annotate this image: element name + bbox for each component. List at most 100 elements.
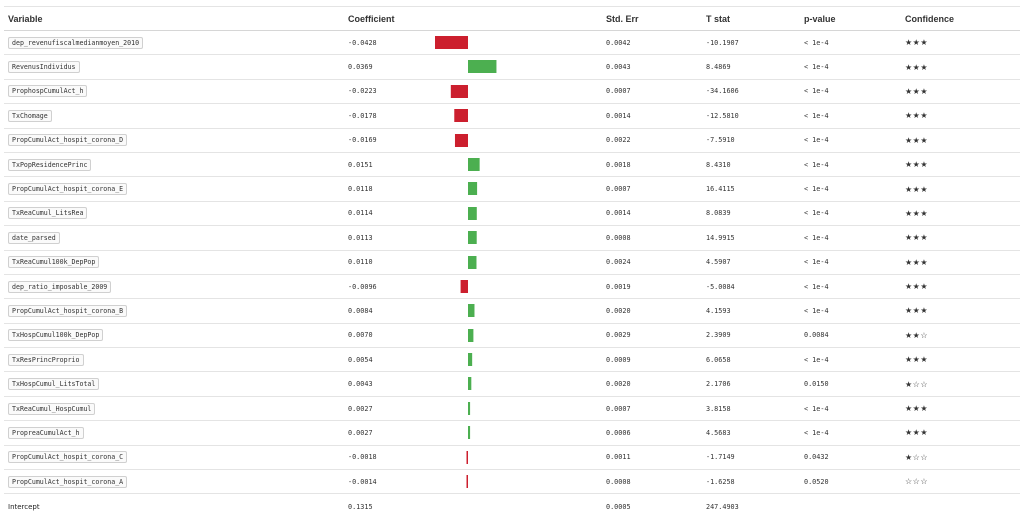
coefficient-bar-chart	[468, 328, 474, 342]
table-body: dep_revenufiscalmedianmoyen_2010 -0.0428 0…	[4, 31, 1020, 495]
coefficient-bar-chart	[468, 426, 471, 440]
t-stat-value: 8.4310	[706, 160, 731, 169]
coefficient-bar-cell	[424, 80, 524, 103]
coefficient-bar-chart	[468, 377, 472, 391]
p-value: < 1e-4	[804, 233, 829, 242]
t-stat-value: 3.8158	[706, 404, 731, 413]
coefficient-bar-chart	[466, 475, 468, 489]
coefficient-bar	[468, 182, 478, 196]
t-stat-value: -7.5910	[706, 136, 735, 145]
coefficient-value: 0.0369	[348, 63, 373, 72]
variable-name: TxPopResidencePrinc	[8, 158, 92, 171]
variable-name: TxReaCumul100k_DepPop	[8, 256, 100, 269]
coefficient-bar	[468, 353, 473, 367]
coefficient-value: -0.0014	[348, 477, 377, 486]
coefficient-bar-chart	[468, 231, 477, 245]
confidence-stars: ★★★	[905, 306, 929, 316]
coefficient-bar-cell	[424, 348, 524, 371]
std-err-value: 0.0014	[606, 209, 631, 218]
table-row: PropCumulAct_hospit_corona_A -0.0014 0.000…	[4, 470, 1020, 495]
table-row: PropCumulAct_hospit_corona_D -0.0169 0.002…	[4, 129, 1020, 153]
confidence-stars: ★★★	[905, 184, 929, 194]
confidence-stars: ★★★	[905, 233, 929, 243]
table-row: PropCumulAct_hospit_corona_C -0.0018 0.001…	[4, 446, 1020, 471]
coefficient-value: 0.0054	[348, 355, 373, 364]
table-row: RevenusIndividus 0.0369 0.0043 8.4869 < 1e-4…	[4, 55, 1020, 80]
coefficient-bar-chart	[468, 157, 480, 171]
t-stat-value: -5.0084	[706, 282, 735, 291]
coefficient-value: 0.0110	[348, 258, 373, 267]
coefficient-value: 0.0027	[348, 404, 373, 413]
p-value: < 1e-4	[804, 87, 829, 96]
std-err-value: 0.0011	[606, 453, 631, 462]
p-value: < 1e-4	[804, 38, 829, 47]
std-err-value: 0.0007	[606, 87, 631, 96]
variable-name: ProphospCumulAct_h	[8, 85, 88, 98]
p-value: < 1e-4	[804, 428, 829, 437]
p-value: < 1e-4	[804, 355, 829, 364]
coefficient-bar-cell	[424, 275, 524, 298]
header-confidence: Confidence	[905, 13, 955, 24]
p-value: < 1e-4	[804, 185, 829, 194]
p-value: 0.0520	[804, 477, 829, 486]
p-value: < 1e-4	[804, 160, 829, 169]
p-value: < 1e-4	[804, 209, 829, 218]
p-value: < 1e-4	[804, 404, 829, 413]
coefficient-bar-cell	[424, 31, 524, 54]
std-err-value: 0.0043	[606, 63, 631, 72]
coefficient-value: 0.0027	[348, 428, 373, 437]
t-stat-value: -12.5810	[706, 111, 739, 120]
intercept-row: Intercept 0.1315 0.0005 247.4903	[4, 494, 1020, 518]
confidence-stars: ★★★	[905, 62, 929, 72]
variable-name: TxChomage	[8, 109, 52, 122]
intercept-label: Intercept	[8, 502, 40, 511]
variable-name: PropreaCumulAct_h	[8, 426, 84, 439]
t-stat-value: 2.1706	[706, 380, 731, 389]
header-p-value: p-value	[804, 13, 836, 24]
std-err-value: 0.0020	[606, 380, 631, 389]
coefficient-bar	[468, 255, 477, 269]
p-value: 0.0432	[804, 453, 829, 462]
table-row: date_parsed 0.0113 0.0008 14.9915 < 1e-4 ★★★	[4, 226, 1020, 251]
coefficient-bar-cell	[424, 446, 524, 469]
p-value: < 1e-4	[804, 306, 829, 315]
coefficient-bar	[468, 377, 472, 391]
table-header: Variable Coefficient Std. Err T stat p-v…	[4, 6, 1020, 31]
confidence-stars: ★★★	[905, 404, 929, 414]
confidence-stars: ★☆☆	[905, 379, 929, 389]
std-err-value: 0.0042	[606, 38, 631, 47]
coefficient-bar-cell	[424, 177, 524, 200]
p-value: < 1e-4	[804, 282, 829, 291]
coefficient-bar	[466, 475, 468, 489]
coefficient-bar-chart	[468, 182, 478, 196]
table-row: TxChomage -0.0178 0.0014 -12.5810 < 1e-4 ★★★	[4, 104, 1020, 129]
coefficient-value: 0.0084	[348, 306, 373, 315]
variable-name: date_parsed	[8, 231, 60, 244]
confidence-stars: ★★☆	[905, 330, 929, 340]
table-row: TxReaCumul_HospCumul 0.0027 0.0007 3.8158 < …	[4, 397, 1020, 422]
coefficient-bar	[466, 450, 468, 464]
table-row: PropCumulAct_hospit_corona_B 0.0084 0.0020…	[4, 299, 1020, 324]
coefficient-bar-cell	[424, 251, 524, 274]
header-t-stat: T stat	[706, 13, 731, 24]
coefficient-bar	[460, 279, 468, 293]
t-stat-value: 16.4115	[706, 185, 735, 194]
coefficient-bar	[468, 304, 475, 318]
coefficient-bar-chart	[454, 109, 468, 123]
coefficient-bar-cell	[424, 129, 524, 152]
t-stat-value: 8.4869	[706, 63, 731, 72]
table-row: PropCumulAct_hospit_corona_E 0.0118 0.0007…	[4, 177, 1020, 202]
coefficient-value: -0.0018	[348, 453, 377, 462]
t-stat-value: -34.1606	[706, 87, 739, 96]
variable-name: TxReaCumul_LitsRea	[8, 207, 88, 220]
confidence-stars: ★☆☆	[905, 452, 929, 462]
coefficient-value: 0.0070	[348, 331, 373, 340]
coefficient-bar	[454, 109, 468, 123]
table-row: dep_revenufiscalmedianmoyen_2010 -0.0428 0…	[4, 31, 1020, 56]
coefficient-bar-chart	[454, 133, 468, 147]
coefficient-bar-chart	[466, 450, 468, 464]
variable-name: RevenusIndividus	[8, 61, 80, 74]
coefficient-bar	[468, 157, 480, 171]
variable-name: TxReaCumul_HospCumul	[8, 402, 96, 415]
variable-name: PropCumulAct_hospit_corona_E	[8, 183, 128, 196]
